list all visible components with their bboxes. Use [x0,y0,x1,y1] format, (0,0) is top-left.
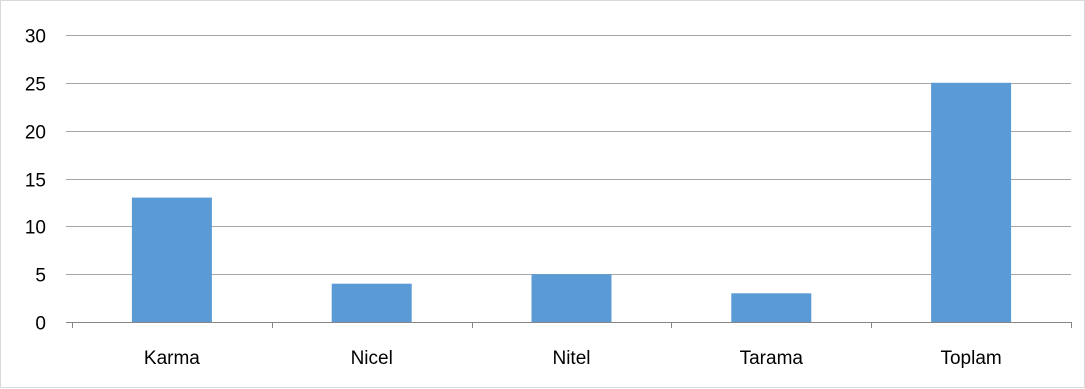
y-tick-label: 10 [25,218,46,239]
x-tick-label: Toplam [940,348,1001,369]
y-tick-label: 5 [35,266,46,287]
bars [131,82,1012,322]
y-tick-label: 30 [25,27,46,48]
x-tick-label: Tarama [740,348,804,369]
bar-toplam [931,82,1012,322]
x-tick-label: Karma [144,348,200,369]
bar-tarama [731,293,812,322]
bar-nitel [531,274,612,322]
x-axis-tick-labels: Karma Nicel Nitel Tarama Toplam [144,348,1002,369]
gridlines [66,35,1071,275]
x-axis [66,322,1072,328]
bar-nicel [331,283,412,322]
bar-karma [131,197,212,322]
y-tick-label: 25 [25,75,46,96]
y-tick-label: 0 [35,314,46,335]
y-axis-tick-labels: 0 5 10 15 20 25 30 [25,27,46,335]
y-tick-label: 15 [25,171,46,192]
y-tick-label: 20 [25,123,46,144]
x-tick-label: Nitel [552,348,590,369]
x-tick-label: Nicel [351,348,393,369]
